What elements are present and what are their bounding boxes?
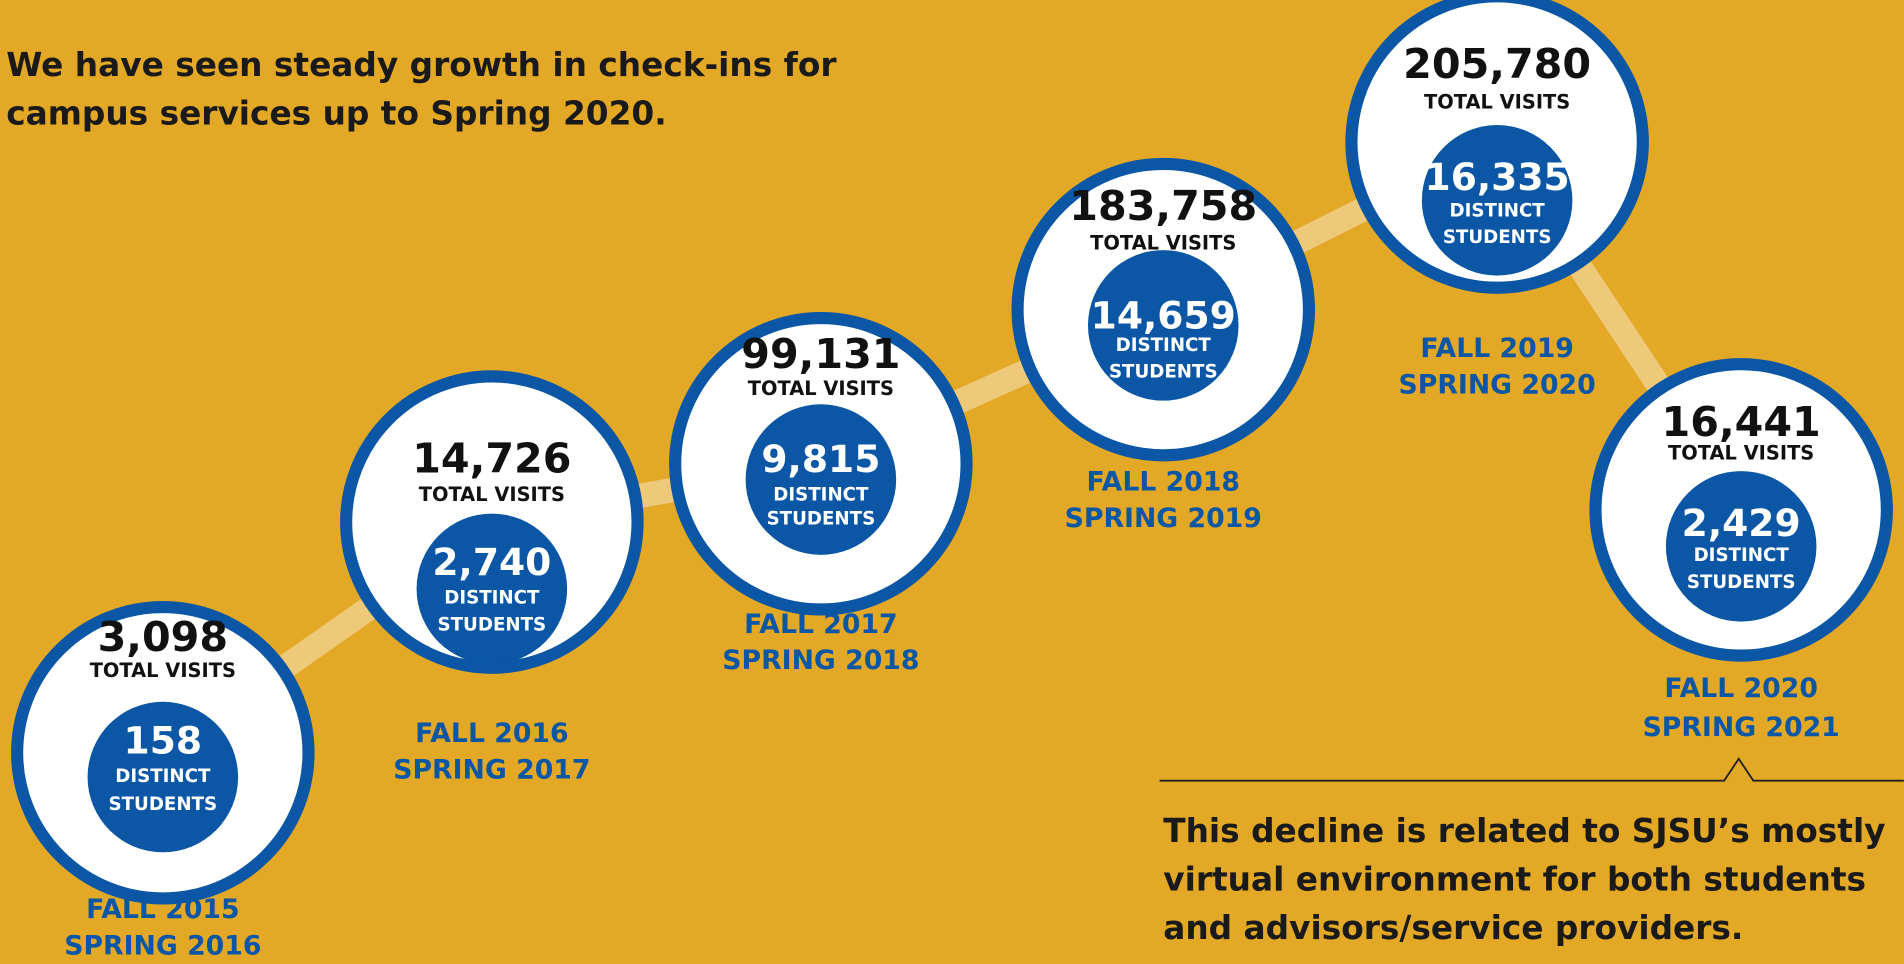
period-label: SPRING 2019 bbox=[1065, 503, 1262, 534]
period-label: FALL 2015 bbox=[86, 894, 240, 925]
period-label: FALL 2017 bbox=[744, 609, 898, 640]
total-label: TOTAL VISITS bbox=[1668, 442, 1814, 465]
distinct-students: 2,740 bbox=[432, 540, 551, 584]
total-label: TOTAL VISITS bbox=[1424, 91, 1570, 114]
callout-line bbox=[1159, 757, 1904, 782]
total-visits: 205,780 bbox=[1403, 40, 1591, 88]
distinct-students: 14,659 bbox=[1091, 294, 1236, 338]
distinct-label: STUDENTS bbox=[767, 509, 876, 530]
distinct-label: STUDENTS bbox=[1443, 227, 1552, 248]
period-label: SPRING 2016 bbox=[64, 931, 261, 962]
distinct-label: STUDENTS bbox=[1687, 572, 1796, 593]
inner-circle bbox=[1421, 125, 1573, 276]
period-label: FALL 2016 bbox=[415, 718, 569, 749]
distinct-label: DISTINCT bbox=[444, 588, 540, 609]
inner-circle bbox=[416, 513, 568, 665]
distinct-students: 2,429 bbox=[1682, 501, 1801, 545]
total-label: TOTAL VISITS bbox=[748, 377, 894, 400]
total-label: TOTAL VISITS bbox=[90, 659, 236, 682]
total-visits: 14,726 bbox=[412, 434, 571, 482]
total-visits: 3,098 bbox=[98, 613, 229, 661]
total-label: TOTAL VISITS bbox=[419, 483, 565, 506]
inner-circle bbox=[1665, 471, 1817, 622]
distinct-label: DISTINCT bbox=[1694, 545, 1790, 566]
period-label: SPRING 2021 bbox=[1643, 712, 1840, 743]
inner-circle bbox=[87, 701, 239, 853]
distinct-label: STUDENTS bbox=[438, 614, 547, 635]
inner-circle bbox=[1087, 250, 1239, 401]
distinct-students: 9,815 bbox=[761, 437, 880, 481]
total-label: TOTAL VISITS bbox=[1090, 232, 1236, 255]
period-label: SPRING 2018 bbox=[722, 645, 919, 676]
distinct-students: 158 bbox=[124, 719, 203, 763]
distinct-label: DISTINCT bbox=[1116, 335, 1212, 356]
total-visits: 183,758 bbox=[1069, 182, 1257, 230]
note-text: This decline is related to SJSU’s mostly bbox=[1163, 812, 1885, 850]
distinct-label: DISTINCT bbox=[115, 766, 211, 787]
distinct-label: DISTINCT bbox=[1450, 200, 1546, 221]
distinct-label: DISTINCT bbox=[773, 484, 869, 505]
period-label: FALL 2019 bbox=[1420, 333, 1574, 364]
period-label: FALL 2020 bbox=[1664, 673, 1818, 704]
distinct-students: 16,335 bbox=[1425, 155, 1570, 199]
note-text: and advisors/service providers. bbox=[1163, 909, 1743, 947]
distinct-label: STUDENTS bbox=[1109, 362, 1218, 383]
intro-text: We have seen steady growth in check-ins … bbox=[6, 46, 837, 84]
distinct-label: STUDENTS bbox=[109, 794, 218, 815]
period-label: FALL 2018 bbox=[1087, 467, 1241, 498]
total-visits: 99,131 bbox=[741, 330, 900, 378]
note-text: virtual environment for both students bbox=[1163, 860, 1866, 898]
period-label: SPRING 2020 bbox=[1399, 370, 1596, 401]
period-label: SPRING 2017 bbox=[393, 754, 590, 785]
intro-text: campus services up to Spring 2020. bbox=[6, 94, 666, 132]
inner-circle bbox=[745, 404, 897, 555]
total-visits: 16,441 bbox=[1662, 398, 1821, 446]
